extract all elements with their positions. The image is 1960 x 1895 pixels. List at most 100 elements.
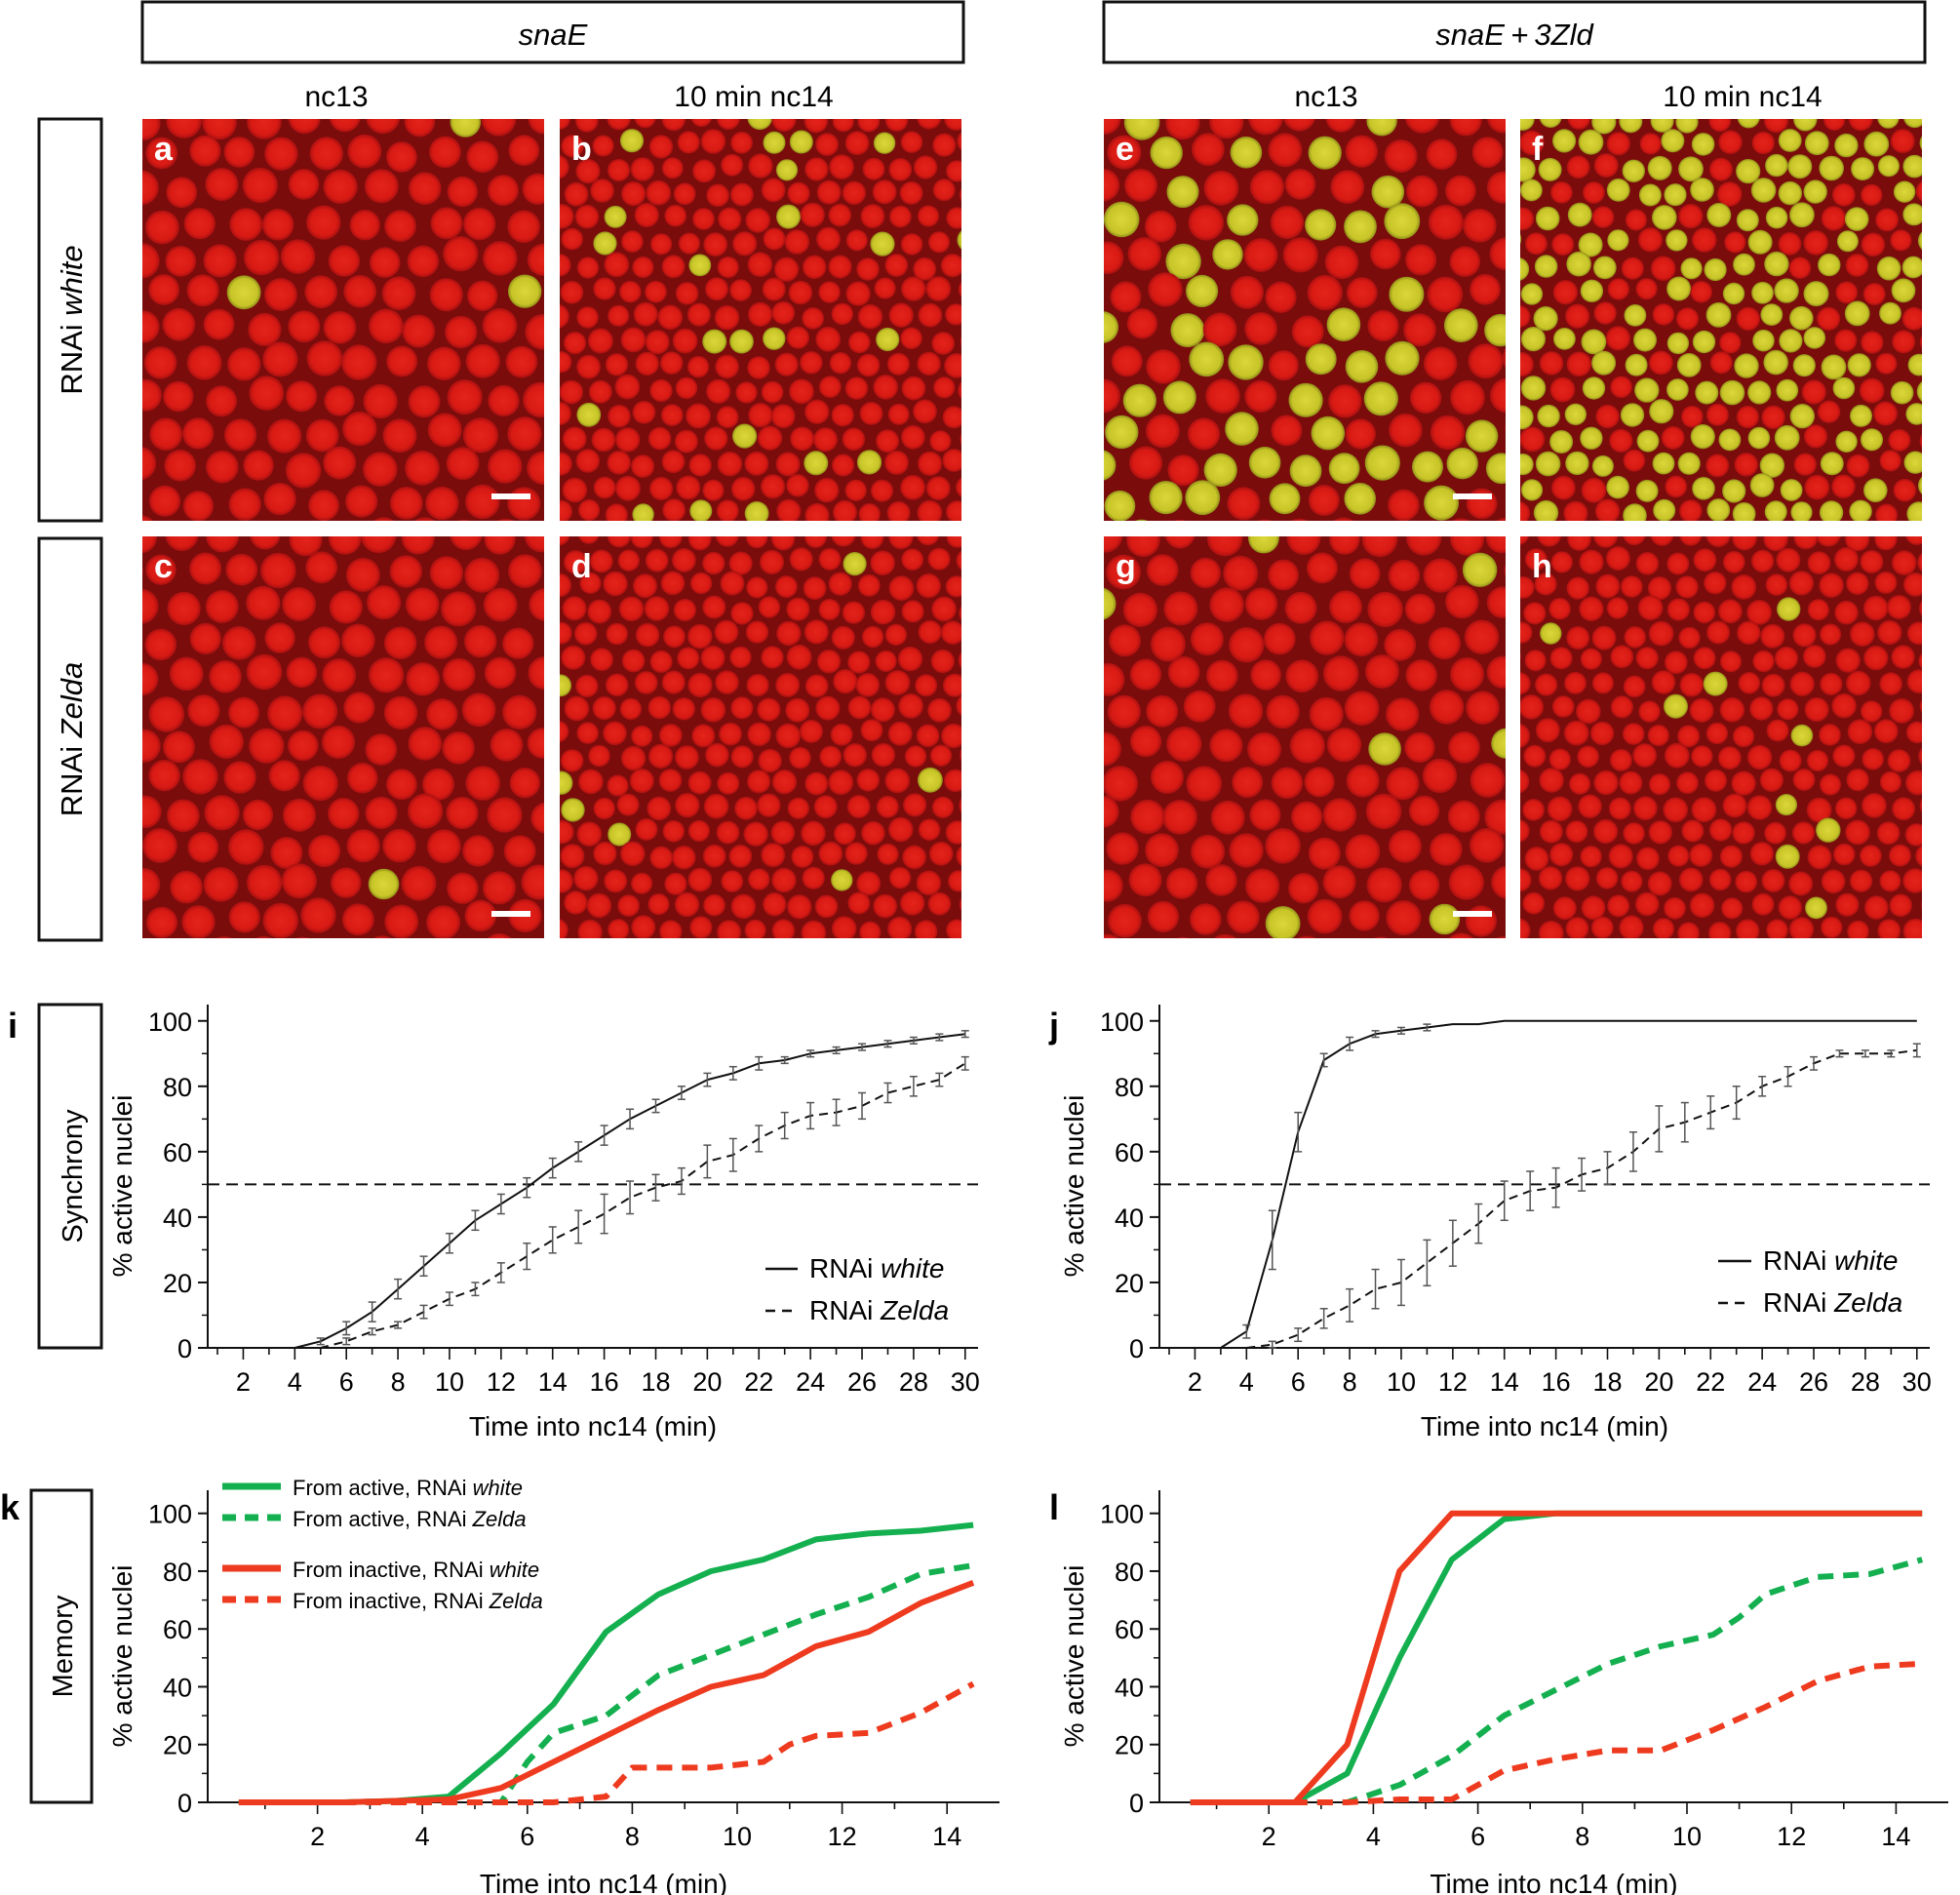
nucleus-inactive <box>1766 919 1788 938</box>
nucleus-inactive <box>574 204 600 229</box>
nucleus-inactive <box>1610 375 1632 399</box>
nucleus-active <box>1520 119 1535 131</box>
nucleus-inactive <box>687 770 712 795</box>
nucleus-inactive <box>308 490 339 521</box>
series-line <box>238 1680 975 1805</box>
nucleus-inactive <box>763 945 785 967</box>
nucleus-inactive <box>1749 842 1775 866</box>
column-label-nc13-left: nc13 <box>304 81 368 113</box>
nucleus-inactive <box>1591 206 1615 228</box>
nucleus-inactive <box>659 351 684 375</box>
nucleus-inactive <box>447 872 479 904</box>
nucleus-inactive <box>844 842 868 865</box>
nucleus-inactive <box>1704 769 1728 792</box>
nucleus-inactive <box>748 301 773 327</box>
nucleus-inactive <box>1648 350 1673 375</box>
nucleus-inactive <box>1166 726 1202 763</box>
nucleus-active <box>368 868 400 900</box>
legend-label: From inactive, RNAi Zelda <box>293 1589 543 1613</box>
nucleus-inactive <box>1535 718 1560 743</box>
nucleus-inactive <box>604 869 628 893</box>
x-tick-label: 12 <box>1777 1822 1806 1851</box>
nucleus-inactive <box>488 175 519 207</box>
nucleus-inactive <box>673 182 696 206</box>
nucleus-inactive <box>677 131 700 154</box>
nucleus-inactive <box>1563 720 1589 746</box>
nucleus-inactive <box>1932 258 1953 280</box>
nucleus-inactive <box>832 454 855 477</box>
group-box-snae-3zld <box>1102 0 1927 64</box>
nucleus-inactive <box>944 353 961 378</box>
nucleus-inactive <box>588 744 610 768</box>
nucleus-active <box>508 274 542 308</box>
nucleus-inactive <box>1607 894 1630 918</box>
nucleus-inactive <box>1590 916 1614 938</box>
nucleus-inactive <box>1932 158 1954 180</box>
nucleus-active <box>876 327 900 352</box>
nucleus-inactive <box>1520 868 1532 892</box>
nucleus-inactive <box>608 404 631 428</box>
nucleus-inactive <box>1429 690 1465 725</box>
nucleus-inactive <box>1104 869 1123 902</box>
nucleus-inactive <box>560 351 572 374</box>
nucleus-inactive <box>988 847 1010 869</box>
nucleus-inactive <box>1906 669 1922 694</box>
nucleus-active <box>1774 278 1799 303</box>
nucleus-inactive <box>1581 477 1607 503</box>
nucleus-inactive <box>877 843 899 865</box>
nucleus-inactive <box>1406 536 1442 556</box>
nucleus-inactive <box>1104 119 1121 136</box>
nucleus-inactive <box>1128 863 1162 897</box>
nucleus-inactive <box>1270 205 1305 240</box>
nucleus-inactive <box>763 227 786 251</box>
nucleus-inactive <box>1405 659 1437 691</box>
nucleus-inactive <box>970 498 994 522</box>
nucleus-inactive <box>1330 939 1362 971</box>
nucleus-inactive <box>1523 602 1547 625</box>
nucleus-inactive <box>586 892 612 919</box>
nucleus-inactive <box>1605 326 1630 351</box>
nucleus-inactive <box>1831 692 1857 719</box>
nucleus-inactive <box>716 406 739 429</box>
nucleus-active <box>1907 353 1922 376</box>
nucleus-inactive <box>246 585 281 620</box>
nucleus-inactive <box>913 257 937 281</box>
nucleus-inactive <box>819 945 841 967</box>
nucleus-inactive <box>862 157 885 180</box>
nucleus-active <box>747 119 772 131</box>
nucleus-inactive <box>107 413 138 444</box>
nucleus-inactive <box>1648 620 1674 647</box>
nucleus-inactive <box>649 846 673 870</box>
nucleus-inactive <box>886 352 911 375</box>
nucleus-inactive <box>1750 549 1775 572</box>
nucleus-active <box>1189 341 1225 377</box>
nucleus-inactive <box>1283 119 1315 132</box>
nucleus-active <box>1718 428 1742 452</box>
nucleus-inactive <box>842 427 866 452</box>
nucleus-active <box>561 798 585 822</box>
nucleus-inactive <box>508 135 540 167</box>
nucleus-inactive <box>658 536 683 549</box>
nucleus-inactive <box>1524 847 1549 871</box>
row-label-gene: Zelda <box>55 662 89 739</box>
nucleus-inactive <box>1209 729 1243 763</box>
nucleus-active <box>789 130 813 154</box>
nucleus-inactive <box>1791 821 1816 845</box>
nucleus-inactive <box>759 549 785 575</box>
nucleus-inactive <box>913 399 937 424</box>
nucleus-active <box>1520 454 1534 476</box>
nucleus-active <box>1485 453 1506 485</box>
nucleus-inactive <box>1450 656 1484 691</box>
nucleus-inactive <box>871 742 896 768</box>
nucleus-inactive <box>842 180 867 205</box>
nucleus-inactive <box>888 575 915 601</box>
nucleus-inactive <box>1777 698 1799 721</box>
nucleus-active <box>1364 445 1400 481</box>
nucleus-active <box>1165 243 1201 280</box>
nucleus-inactive <box>488 384 520 417</box>
nucleus-inactive <box>1793 536 1819 550</box>
nucleus-inactive <box>508 554 542 588</box>
nucleus-active <box>1230 137 1263 169</box>
group-label-snae-3zld: snaE + 3Zld <box>1435 18 1594 52</box>
